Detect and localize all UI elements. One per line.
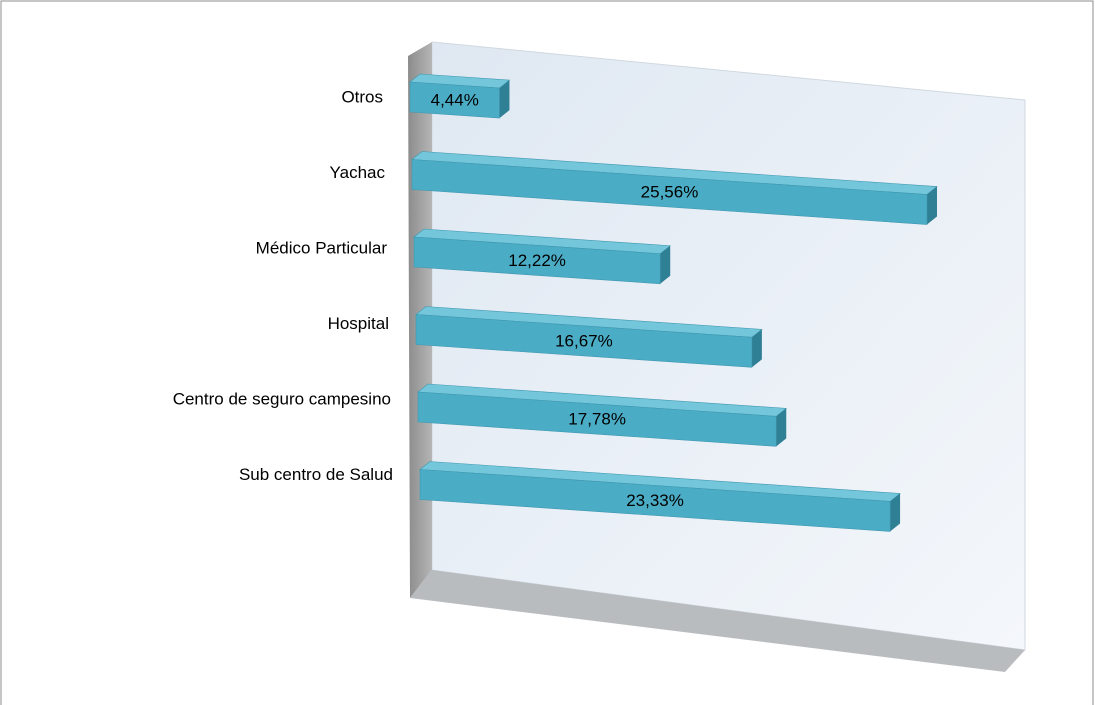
floor: [410, 570, 1025, 672]
value-label: 4,44%: [431, 91, 479, 110]
bar-end: [660, 245, 671, 284]
bar: [409, 81, 500, 119]
category-label: Hospital: [328, 314, 389, 333]
category-label: Yachac: [330, 163, 386, 182]
value-label: 16,67%: [555, 331, 613, 350]
bar: [419, 469, 891, 532]
category-label: Centro de seguro campesino: [173, 389, 391, 408]
value-label: 25,56%: [641, 182, 699, 201]
bar: [413, 236, 661, 285]
bar: [417, 391, 777, 447]
category-label: Otros: [341, 87, 383, 106]
bar-end: [927, 186, 937, 225]
bar: [415, 314, 753, 368]
bar-end: [499, 80, 510, 119]
bar-end: [751, 329, 762, 368]
bar: [411, 159, 928, 225]
value-label: 17,78%: [568, 410, 626, 429]
bar-end: [776, 408, 787, 447]
value-label: 12,22%: [508, 251, 566, 270]
category-label: Sub centro de Salud: [239, 465, 393, 484]
category-label: Médico Particular: [256, 238, 388, 257]
value-label: 23,33%: [626, 491, 684, 510]
bar-end: [890, 493, 901, 532]
